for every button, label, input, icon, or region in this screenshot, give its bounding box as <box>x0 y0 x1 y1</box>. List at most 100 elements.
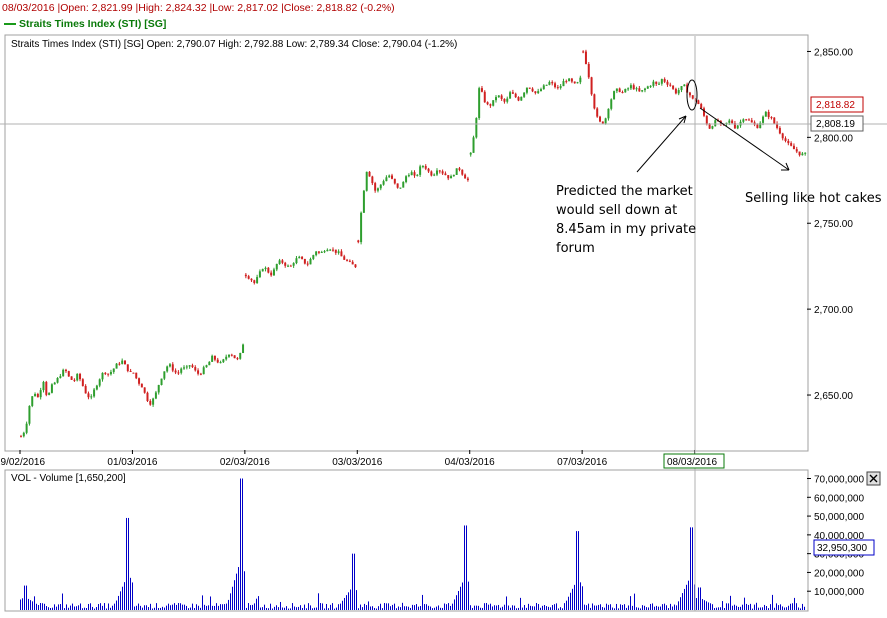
volume-bar <box>58 604 59 610</box>
volume-bar <box>536 602 537 610</box>
price-candle <box>343 256 346 260</box>
price-candle <box>132 372 135 374</box>
volume-bar <box>66 604 67 610</box>
volume-y-tick-label: 10,000,000 <box>814 587 864 598</box>
price-candle <box>230 354 233 356</box>
volume-bar <box>714 608 715 610</box>
volume-bar <box>282 607 283 610</box>
volume-bar <box>430 606 431 610</box>
volume-close-button[interactable] <box>866 471 881 486</box>
volume-panel-frame <box>4 469 809 612</box>
volume-bar <box>248 603 249 610</box>
volume-bar <box>542 605 543 610</box>
price-candle <box>551 82 554 84</box>
volume-bar <box>686 584 687 610</box>
x-tick-label: 02/03/2016 <box>220 457 270 468</box>
volume-bar <box>654 606 655 610</box>
price-candle <box>107 373 110 375</box>
price-candle <box>438 170 441 172</box>
volume-bar <box>444 603 445 610</box>
price-candle <box>149 400 152 405</box>
price-candle <box>632 85 635 90</box>
crosshair-date-badge: 08/03/2016 <box>663 453 725 469</box>
volume-bar <box>262 607 263 610</box>
volume-bar <box>610 604 611 610</box>
volume-bar <box>456 595 457 610</box>
volume-bar <box>324 608 325 610</box>
volume-bar <box>794 597 795 610</box>
volume-bar <box>722 601 723 610</box>
volume-bar <box>246 607 247 610</box>
chart-legend[interactable]: Straits Times Index (STI) [SG] <box>0 17 887 32</box>
volume-bar <box>520 597 521 610</box>
price-candle <box>621 92 624 94</box>
price-candle <box>714 120 717 127</box>
price-candle <box>329 249 332 251</box>
price-candle <box>250 278 253 281</box>
volume-bar <box>712 604 713 610</box>
price-candle <box>138 378 141 384</box>
volume-bar <box>180 603 181 610</box>
volume-bar <box>338 604 339 610</box>
price-candle <box>256 277 259 284</box>
volume-bar <box>780 604 781 610</box>
price-candle <box>435 170 438 175</box>
volume-bar <box>100 603 101 610</box>
volume-bar <box>432 608 433 610</box>
volume-bar <box>162 606 163 610</box>
x-tick-label: 29/02/2016 <box>0 457 45 468</box>
volume-bar <box>182 604 183 610</box>
volume-bar <box>300 605 301 610</box>
price-candle <box>579 77 582 83</box>
price-candle <box>84 385 87 394</box>
volume-bar <box>238 567 239 610</box>
price-candle <box>466 178 469 181</box>
price-candle <box>784 138 787 141</box>
price-candle <box>213 355 216 360</box>
price-candle <box>360 212 363 243</box>
price-candle <box>98 379 101 386</box>
price-candle <box>357 240 360 243</box>
price-candle <box>56 377 59 383</box>
volume-bar <box>62 593 63 610</box>
volume-bar <box>40 603 41 610</box>
volume-bar <box>340 603 341 610</box>
volume-bar <box>256 598 257 610</box>
volume-bar <box>376 608 377 610</box>
volume-bar <box>260 607 261 610</box>
volume-bar <box>710 603 711 610</box>
volume-bar <box>36 603 37 610</box>
volume-bar <box>706 601 707 610</box>
price-candle <box>242 344 245 353</box>
volume-bar <box>316 607 317 610</box>
price-candle <box>382 181 385 185</box>
volume-bar <box>574 584 575 610</box>
price-candle <box>756 124 759 129</box>
volume-bar <box>306 608 307 610</box>
price-candle <box>121 360 124 364</box>
price-candle <box>267 267 270 273</box>
last-price-badge: 2,818.82 <box>810 96 864 113</box>
price-candle <box>469 152 472 155</box>
price-candle <box>385 177 388 182</box>
price-candle <box>197 370 200 374</box>
volume-bar <box>60 604 61 610</box>
volume-bar <box>46 606 47 610</box>
price-candle <box>379 184 382 189</box>
x-tick-label: 03/03/2016 <box>332 457 382 468</box>
volume-bar <box>614 608 615 610</box>
price-candle <box>270 272 273 276</box>
volume-bar <box>452 603 453 610</box>
volume-bar <box>562 608 563 610</box>
volume-bar <box>318 593 319 610</box>
price-candle <box>629 85 632 89</box>
volume-bar <box>272 608 273 610</box>
price-candle <box>20 436 22 438</box>
volume-bar <box>646 607 647 610</box>
price-candle <box>50 384 53 393</box>
volume-bar <box>518 607 519 610</box>
volume-bar <box>22 598 23 610</box>
price-candle <box>168 364 171 367</box>
volume-bar <box>630 596 631 610</box>
